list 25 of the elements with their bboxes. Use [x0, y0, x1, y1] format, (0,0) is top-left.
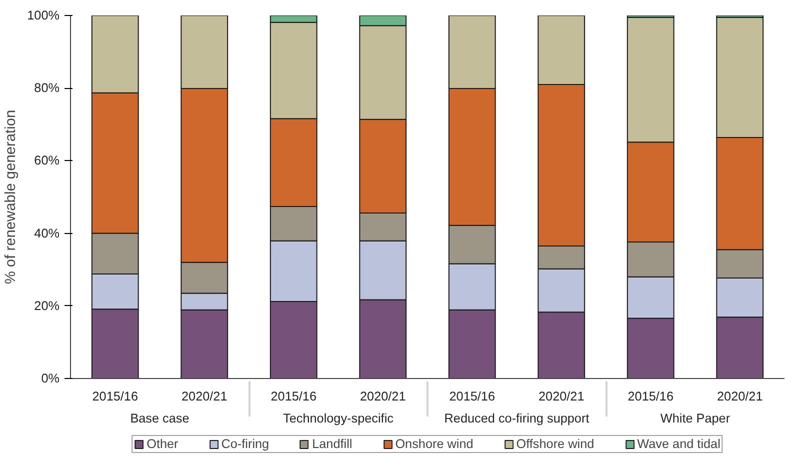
- x-tick-label: 2020/21: [717, 390, 763, 404]
- legend-label: Onshore wind: [395, 437, 474, 451]
- y-tick-label: 80%: [34, 81, 60, 96]
- x-tick-label: 2015/16: [92, 390, 138, 404]
- y-tick-label: 60%: [34, 154, 60, 168]
- legend-label: Co-firing: [221, 437, 270, 451]
- legend-label: Other: [146, 437, 178, 451]
- x-tick-label: 2020/21: [182, 390, 228, 404]
- text: White Paper: [660, 412, 730, 426]
- y-tick-label: 40%: [34, 226, 60, 240]
- y-axis-title: % of renewable generation: [3, 110, 20, 284]
- x-tick-label: 2020/21: [538, 390, 584, 404]
- x-tick-label: 2020/21: [360, 390, 406, 404]
- x-tick-label: 2015/16: [270, 390, 316, 404]
- legend-label: Landfill: [312, 437, 352, 451]
- y-tick-label: 100%: [27, 8, 60, 22]
- text: Base case: [130, 412, 190, 426]
- y-tick-label: 0%: [41, 372, 60, 386]
- text: Reduced co-firing support: [444, 412, 590, 426]
- x-tick-label: 2015/16: [628, 390, 674, 404]
- legend-label: Offshore wind: [516, 437, 594, 451]
- legend-label: Wave and tidal: [637, 437, 720, 451]
- y-tick-label: 20%: [34, 298, 60, 313]
- text: Technology-specific: [283, 412, 394, 426]
- x-tick-label: 2015/16: [449, 390, 495, 404]
